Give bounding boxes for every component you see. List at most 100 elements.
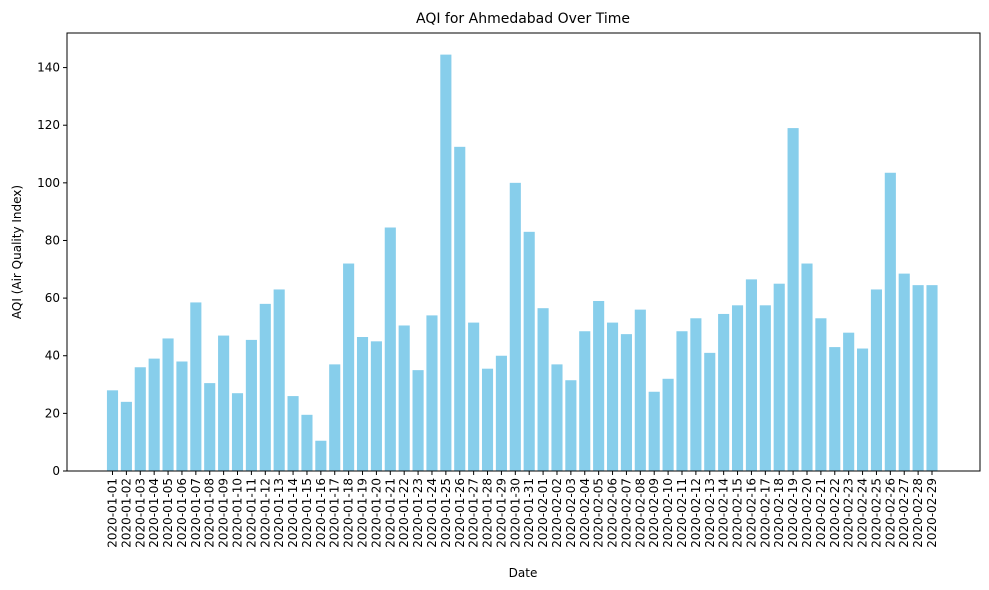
bar-2020-02-24 (857, 348, 869, 471)
y-tick-label: 40 (45, 349, 60, 363)
bar-2020-01-16 (315, 440, 327, 471)
bar-2020-01-03 (134, 367, 146, 471)
x-tick-label: 2020-02-16 (744, 478, 758, 548)
x-tick-label: 2020-01-19 (356, 478, 370, 548)
bar-2020-01-17 (329, 364, 341, 471)
x-tick-label: 2020-02-01 (536, 478, 550, 548)
x-tick-label: 2020-02-24 (856, 478, 870, 548)
bar-2020-02-09 (648, 391, 660, 471)
x-tick-label: 2020-02-05 (592, 478, 606, 548)
x-tick-label: 2020-02-29 (925, 478, 939, 548)
x-tick-label: 2020-01-23 (411, 478, 425, 548)
plot-frame (66, 32, 981, 472)
x-tick-label: 2020-01-17 (328, 478, 342, 548)
bar-2020-01-07 (190, 302, 202, 471)
bar-2020-02-10 (662, 378, 674, 471)
x-tick-label: 2020-01-25 (439, 478, 453, 548)
x-tick-label: 2020-02-08 (633, 478, 647, 548)
bar-2020-01-28 (481, 368, 494, 471)
bar-2020-01-13 (273, 289, 285, 471)
bar-2020-02-12 (690, 318, 702, 471)
bar-2020-02-29 (926, 285, 938, 471)
bar-2020-01-02 (120, 401, 132, 471)
x-axis-title: Date (509, 566, 538, 580)
x-tick-label: 2020-02-12 (689, 478, 703, 548)
y-tick-label: 60 (45, 291, 60, 305)
bar-2020-01-18 (343, 263, 355, 471)
x-tick-label: 2020-02-14 (717, 478, 731, 548)
bar-2020-02-27 (898, 273, 910, 471)
bar-2020-01-31 (523, 231, 535, 471)
bar-2020-01-24 (426, 315, 438, 471)
x-tick-label: 2020-01-06 (175, 478, 189, 548)
chart-title: AQI for Ahmedabad Over Time (416, 11, 630, 27)
y-tick-label: 140 (37, 61, 60, 75)
x-tick-label: 2020-02-27 (897, 478, 911, 548)
x-tick-label: 2020-02-06 (606, 478, 620, 548)
x-tick-label: 2020-02-02 (550, 478, 564, 548)
y-tick-label: 120 (37, 118, 60, 132)
bar-2020-02-11 (676, 331, 688, 471)
x-tick-label: 2020-01-30 (508, 478, 522, 548)
bar-2020-02-14 (718, 313, 730, 471)
y-tick-label: 0 (52, 464, 60, 478)
bar-2020-02-23 (843, 332, 855, 471)
bar-2020-02-20 (801, 263, 813, 471)
x-tick-label: 2020-01-29 (494, 478, 508, 548)
bar-2020-02-13 (704, 352, 716, 471)
bar-2020-01-09 (218, 335, 230, 471)
bar-2020-01-04 (148, 358, 160, 471)
x-tick-label: 2020-01-27 (467, 478, 481, 548)
x-tick-label: 2020-02-13 (703, 478, 717, 548)
x-tick-label: 2020-02-18 (772, 478, 786, 548)
bar-2020-02-21 (815, 318, 827, 471)
bar-2020-02-01 (537, 308, 549, 471)
x-tick-label: 2020-02-11 (675, 478, 689, 548)
x-tick-label: 2020-01-05 (161, 478, 175, 548)
x-tick-label: 2020-02-21 (814, 478, 828, 548)
bar-2020-02-22 (829, 347, 841, 471)
x-tick-label: 2020-01-21 (383, 478, 397, 548)
x-tick-label: 2020-02-25 (869, 478, 883, 548)
bar-2020-01-21 (384, 227, 396, 471)
y-axis: 0 20 40 60 80 100 120 140 (37, 61, 67, 478)
bar-2020-01-12 (259, 303, 271, 471)
bar-2020-02-25 (870, 289, 882, 471)
bar-2020-01-30 (509, 182, 521, 471)
x-tick-label: 2020-02-22 (828, 478, 842, 548)
x-tick-label: 2020-01-15 (300, 478, 314, 548)
bars-group (106, 54, 938, 472)
x-tick-label: 2020-02-20 (800, 478, 814, 548)
x-tick-label: 2020-01-02 (119, 478, 133, 548)
bar-2020-01-14 (287, 396, 299, 471)
y-tick-label: 80 (45, 233, 60, 247)
x-tick-label: 2020-02-15 (731, 478, 745, 548)
bar-2020-01-29 (495, 355, 507, 471)
x-tick-label: 2020-01-31 (522, 478, 536, 548)
x-tick-label: 2020-01-14 (286, 478, 300, 548)
y-tick-label: 100 (37, 176, 60, 190)
bar-2020-02-18 (773, 283, 785, 471)
x-tick-label: 2020-02-19 (786, 478, 800, 548)
bar-2020-01-10 (231, 393, 244, 471)
x-tick-label: 2020-01-22 (397, 478, 411, 548)
bar-2020-01-01 (106, 390, 119, 471)
bar-2020-01-26 (454, 146, 466, 471)
bar-2020-02-07 (620, 334, 632, 472)
x-tick-label: 2020-01-09 (217, 478, 231, 548)
x-tick-label: 2020-01-24 (425, 478, 439, 548)
bar-2020-01-23 (412, 370, 424, 471)
x-tick-label: 2020-01-13 (272, 478, 286, 548)
x-tick-label: 2020-01-03 (133, 478, 147, 548)
bar-2020-02-28 (912, 285, 924, 471)
bar-2020-01-15 (301, 414, 313, 471)
bar-2020-02-03 (565, 380, 577, 471)
bar-2020-02-04 (579, 331, 591, 471)
x-axis: 2020-01-01 2020-01-02 2020-01-03 2020-01-04… (106, 471, 939, 548)
x-tick-label: 2020-01-11 (244, 478, 258, 548)
bar-2020-01-06 (176, 361, 188, 471)
x-tick-label: 2020-02-07 (619, 478, 633, 548)
bar-2020-01-20 (370, 341, 382, 471)
bar-2020-02-05 (593, 300, 605, 471)
